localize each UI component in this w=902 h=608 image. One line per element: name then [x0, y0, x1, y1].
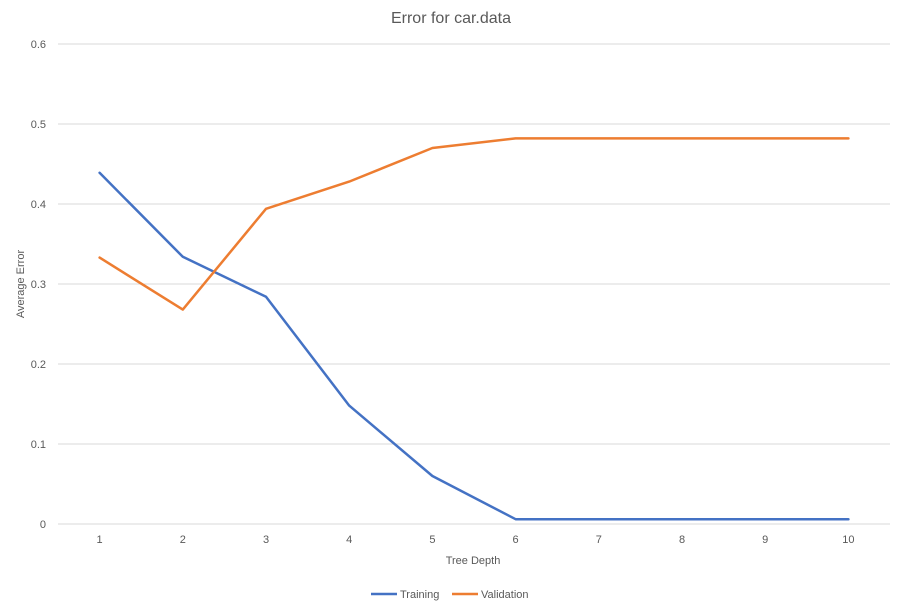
gridlines [58, 43, 890, 525]
y-axis-ticks: 0 0.1 0.2 0.3 0.4 0.5 0.6 [31, 39, 46, 531]
x-tick-label: 7 [596, 534, 602, 546]
y-axis-title: Average Error [15, 250, 27, 319]
x-tick-label: 6 [513, 534, 519, 546]
x-axis-ticks: 1 2 3 4 5 6 7 8 9 10 [97, 534, 855, 546]
y-tick-label: 0 [40, 519, 46, 531]
y-tick-label: 0.5 [31, 119, 46, 131]
x-tick-label: 8 [679, 534, 685, 546]
y-tick-label: 0.1 [31, 439, 46, 451]
legend-label-validation: Validation [481, 589, 529, 601]
x-tick-label: 2 [180, 534, 186, 546]
y-tick-label: 0.2 [31, 359, 46, 371]
series-line-validation [98, 137, 850, 311]
chart-title: Error for car.data [391, 10, 511, 27]
series-group [98, 137, 850, 521]
legend-label-training: Training [400, 589, 439, 601]
y-tick-label: 0.3 [31, 279, 46, 291]
legend: Training Validation [371, 589, 529, 601]
x-tick-label: 4 [346, 534, 352, 546]
x-tick-label: 1 [97, 534, 103, 546]
x-axis-title: Tree Depth [446, 555, 501, 567]
x-tick-label: 9 [762, 534, 768, 546]
y-tick-label: 0.6 [31, 39, 46, 51]
x-tick-label: 5 [429, 534, 435, 546]
x-tick-label: 10 [842, 534, 854, 546]
series-line-training [98, 171, 850, 521]
x-tick-label: 3 [263, 534, 269, 546]
y-tick-label: 0.4 [31, 199, 46, 211]
